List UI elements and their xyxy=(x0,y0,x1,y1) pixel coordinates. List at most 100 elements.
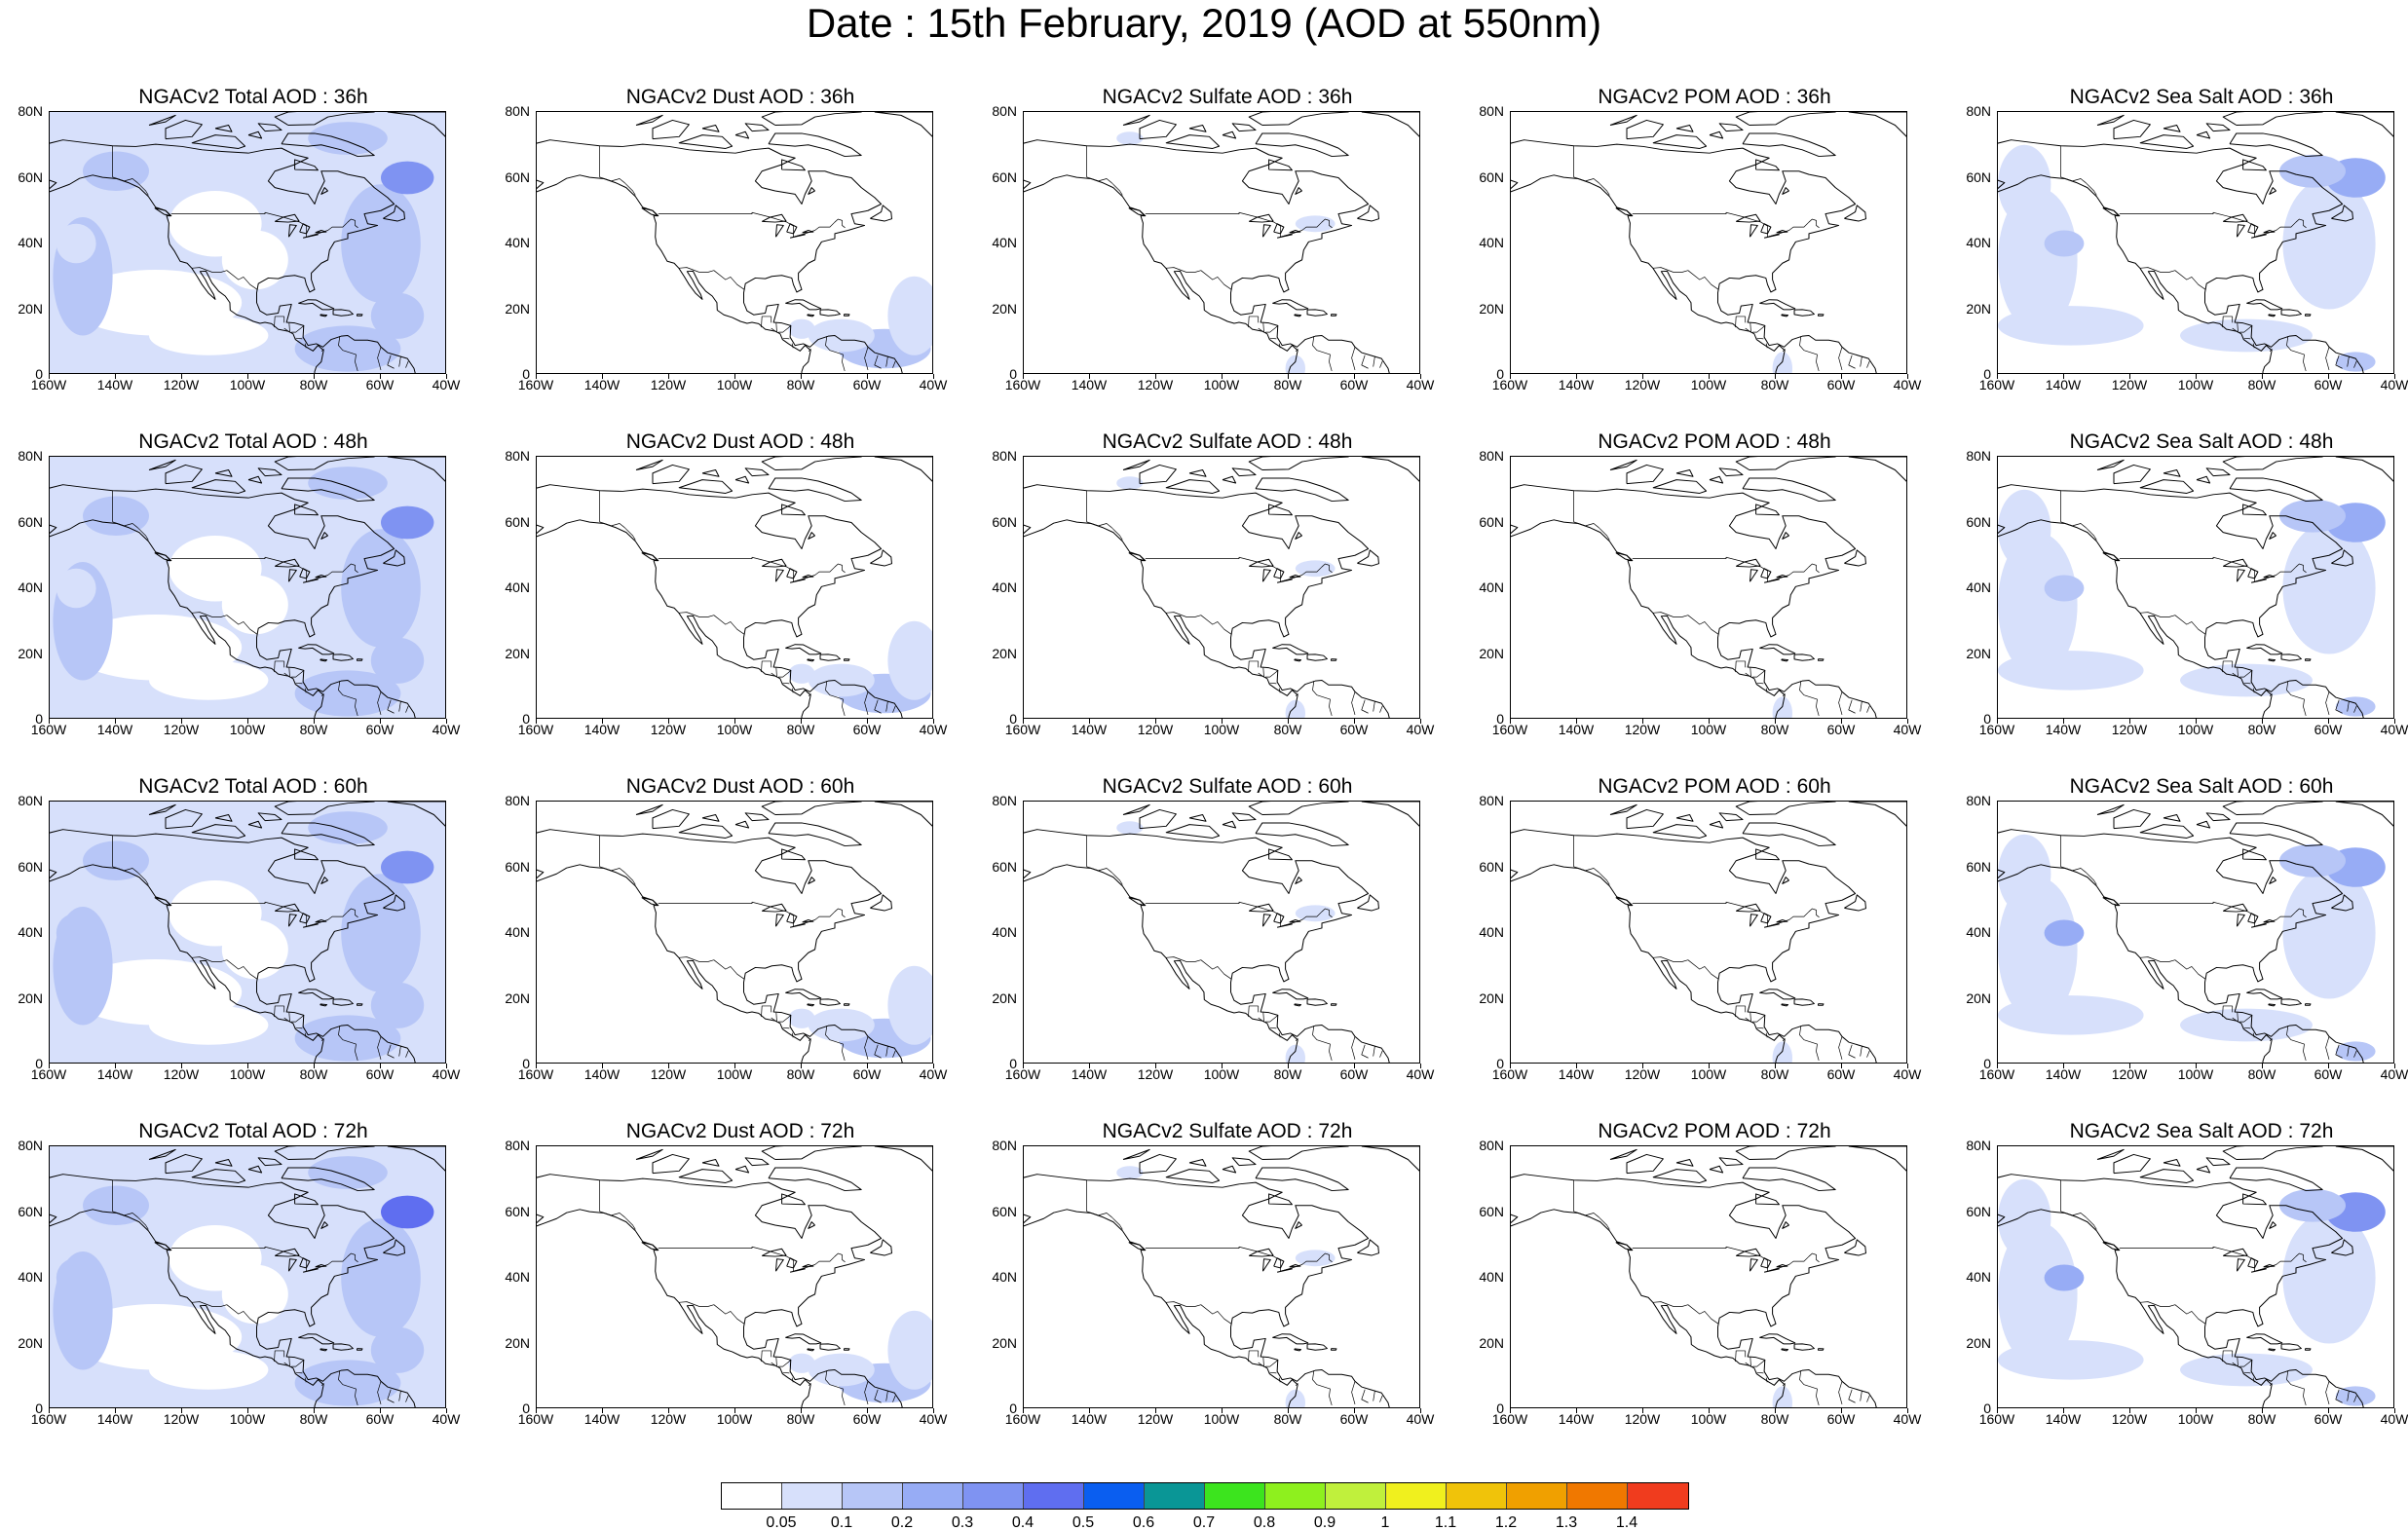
coastline xyxy=(870,205,892,222)
x-tick-mark xyxy=(2394,374,2395,379)
y-tick-label: 80N xyxy=(505,793,530,808)
border-line xyxy=(1765,688,1768,693)
y-tick-label: 60N xyxy=(18,513,43,530)
coastline xyxy=(247,131,263,139)
coastline xyxy=(2263,1264,2276,1268)
coastline xyxy=(1357,1239,1379,1256)
x-tick-mark xyxy=(536,1064,537,1068)
x-tick-label: 160W xyxy=(30,377,67,392)
coastline xyxy=(761,457,862,470)
x-tick-label: 100W xyxy=(1203,1411,1240,1427)
y-tick-label: 0 xyxy=(1009,366,1017,382)
coastline xyxy=(701,469,720,477)
x-tick-mark xyxy=(801,374,802,379)
x-tick-label: 120W xyxy=(163,377,200,392)
x-tick-label: 160W xyxy=(1978,1411,2015,1427)
x-tick-label: 140W xyxy=(1071,377,1108,392)
border-line xyxy=(1838,1381,1843,1405)
border-line xyxy=(1756,337,1764,340)
y-tick-label: 40N xyxy=(1966,235,1991,250)
border-line xyxy=(274,316,284,328)
coastline xyxy=(2331,1239,2353,1256)
border-line xyxy=(1756,1027,1764,1029)
x-tick-mark xyxy=(668,1408,669,1413)
border-line xyxy=(1782,349,1786,352)
x-tick-label: 120W xyxy=(650,1411,687,1427)
y-tick-label: 0 xyxy=(1009,711,1017,727)
y-tick-label: 60N xyxy=(1479,168,1504,185)
border-line xyxy=(771,1357,777,1367)
y-tick-label: 20N xyxy=(1479,645,1504,661)
border-line xyxy=(1165,1301,1232,1325)
coastline xyxy=(1139,1153,1177,1175)
x-tick-label: 140W xyxy=(2045,377,2082,392)
x-tick-label: 160W xyxy=(517,722,554,737)
coastline xyxy=(2268,658,2276,662)
coastline xyxy=(2280,998,2302,1006)
coastline xyxy=(1295,877,1302,884)
coastline xyxy=(315,919,327,923)
coastline xyxy=(1139,464,1177,485)
aod-region xyxy=(1998,306,2144,346)
x-tick-label: 80W xyxy=(1273,377,1302,392)
coastline xyxy=(1749,224,1758,238)
border-line xyxy=(1652,267,1719,290)
x-tick-label: 140W xyxy=(2045,722,2082,737)
colorbar-label: 1.2 xyxy=(1494,1514,1518,1531)
x-tick-label: 80W xyxy=(299,377,328,392)
coastlines xyxy=(50,1146,445,1407)
border-line xyxy=(1351,347,1356,371)
coastline xyxy=(1122,114,1150,126)
coastline xyxy=(287,1258,297,1272)
coastline xyxy=(2113,464,2151,485)
coastline xyxy=(1793,998,1815,1006)
coastline xyxy=(1306,1343,1328,1351)
x-tick-label: 80W xyxy=(299,1411,328,1427)
border-line xyxy=(1745,667,1751,678)
x-tick-label: 60W xyxy=(365,377,395,392)
aod-field xyxy=(1772,352,1792,373)
x-tick-label: 100W xyxy=(716,1411,753,1427)
x-tick-mark xyxy=(668,1064,669,1068)
x-tick-mark xyxy=(247,1408,248,1413)
coastline xyxy=(2280,653,2302,661)
colorbar-label: 1.4 xyxy=(1615,1514,1638,1531)
y-tick-label: 40N xyxy=(1479,579,1504,595)
x-tick-label: 120W xyxy=(1624,1411,1661,1427)
border-line xyxy=(2239,325,2253,333)
panel-title: NGACv2 Sulfate AOD : 60h xyxy=(1102,775,1353,798)
x-tick-label: 80W xyxy=(786,1411,815,1427)
coastline xyxy=(1709,475,1724,484)
coastline xyxy=(2229,132,2323,158)
coastline xyxy=(786,223,798,235)
border-line xyxy=(1361,355,1369,369)
coastline xyxy=(1268,848,1293,861)
x-tick-label: 140W xyxy=(2045,1411,2082,1427)
border-line xyxy=(2347,1391,2350,1401)
border-line xyxy=(2060,521,2097,541)
x-tick-mark xyxy=(49,374,50,379)
coastline xyxy=(274,457,375,470)
x-tick-label: 80W xyxy=(1273,1411,1302,1427)
x-tick-mark xyxy=(446,1408,447,1413)
aod-region xyxy=(83,496,149,536)
coastlines xyxy=(1511,112,1906,373)
border-line xyxy=(2232,1012,2239,1023)
coastline xyxy=(1511,1174,1877,1407)
border-line xyxy=(1312,336,1333,372)
border-line xyxy=(1351,1381,1356,1405)
aod-map xyxy=(1024,112,1419,373)
colorbar-swatch xyxy=(843,1483,903,1509)
aod-field xyxy=(788,1310,932,1403)
coastline xyxy=(2305,1348,2312,1351)
border-line xyxy=(825,681,846,717)
aod-region xyxy=(221,919,288,980)
coastline xyxy=(2335,1146,2393,1172)
border-line xyxy=(778,670,792,678)
border-line xyxy=(1848,1389,1856,1403)
coastline xyxy=(734,475,750,484)
coastline xyxy=(1675,814,1694,822)
coastline xyxy=(154,552,171,562)
x-tick-mark xyxy=(1222,374,1223,379)
coastline xyxy=(1735,558,1761,568)
